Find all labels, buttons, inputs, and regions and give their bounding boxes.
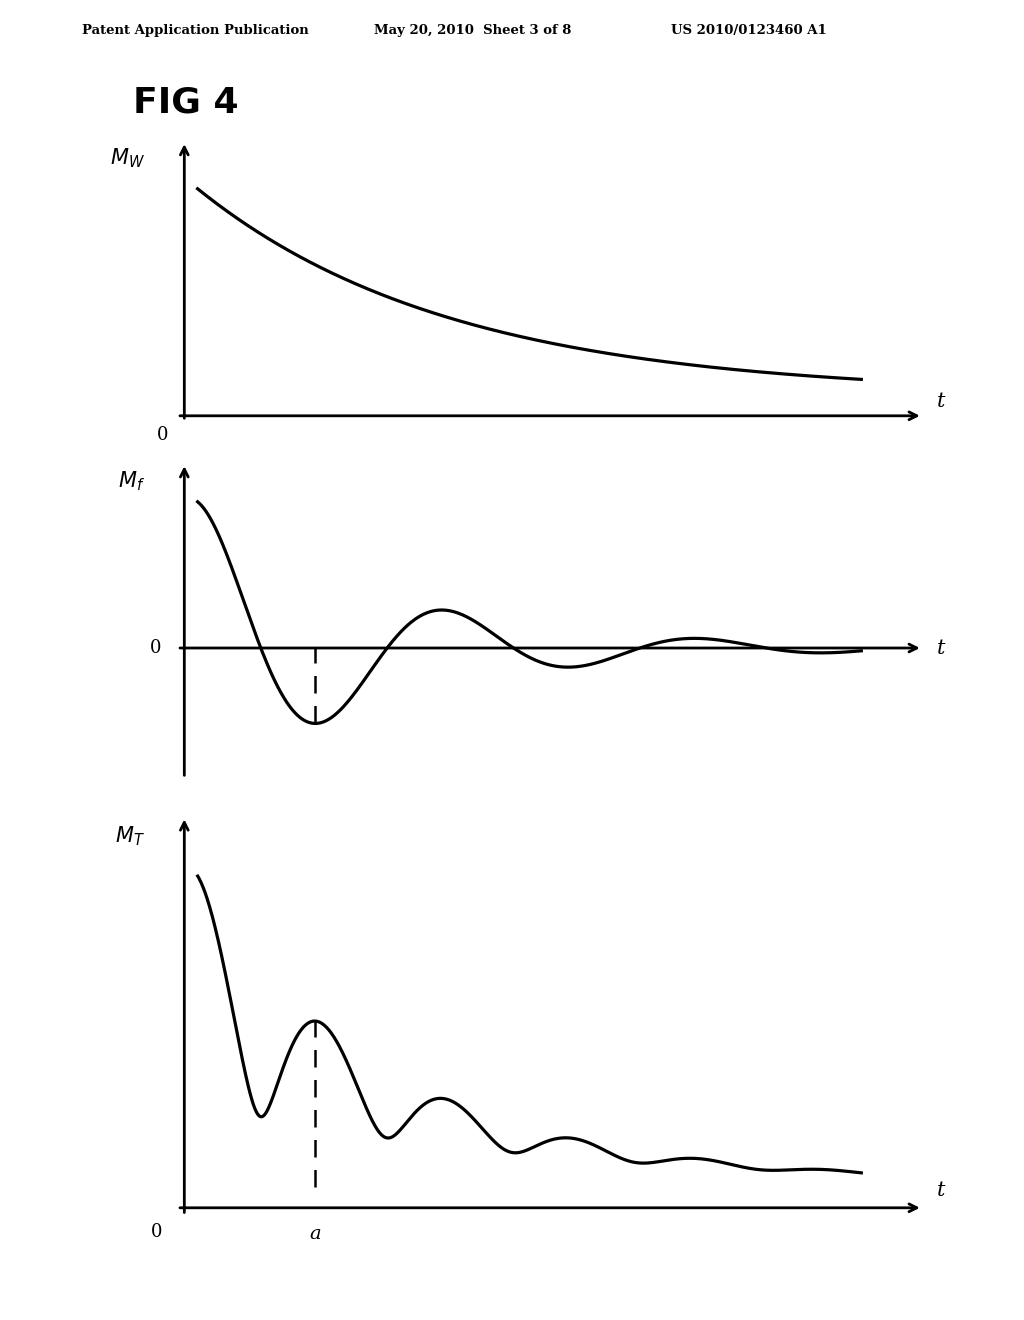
Text: $M_T$: $M_T$ xyxy=(115,824,145,847)
Text: a: a xyxy=(309,1225,321,1242)
Text: t: t xyxy=(937,1181,945,1200)
Text: t: t xyxy=(937,392,945,411)
Text: $M_f$: $M_f$ xyxy=(118,470,145,492)
Text: $M_W$: $M_W$ xyxy=(110,147,145,170)
Text: 0: 0 xyxy=(150,639,162,657)
Text: 0: 0 xyxy=(152,1222,163,1241)
Text: FIG 4: FIG 4 xyxy=(133,86,239,120)
Text: Patent Application Publication: Patent Application Publication xyxy=(82,24,308,37)
Text: US 2010/0123460 A1: US 2010/0123460 A1 xyxy=(671,24,826,37)
Text: May 20, 2010  Sheet 3 of 8: May 20, 2010 Sheet 3 of 8 xyxy=(374,24,571,37)
Text: 0: 0 xyxy=(157,426,169,445)
Text: t: t xyxy=(937,639,945,657)
